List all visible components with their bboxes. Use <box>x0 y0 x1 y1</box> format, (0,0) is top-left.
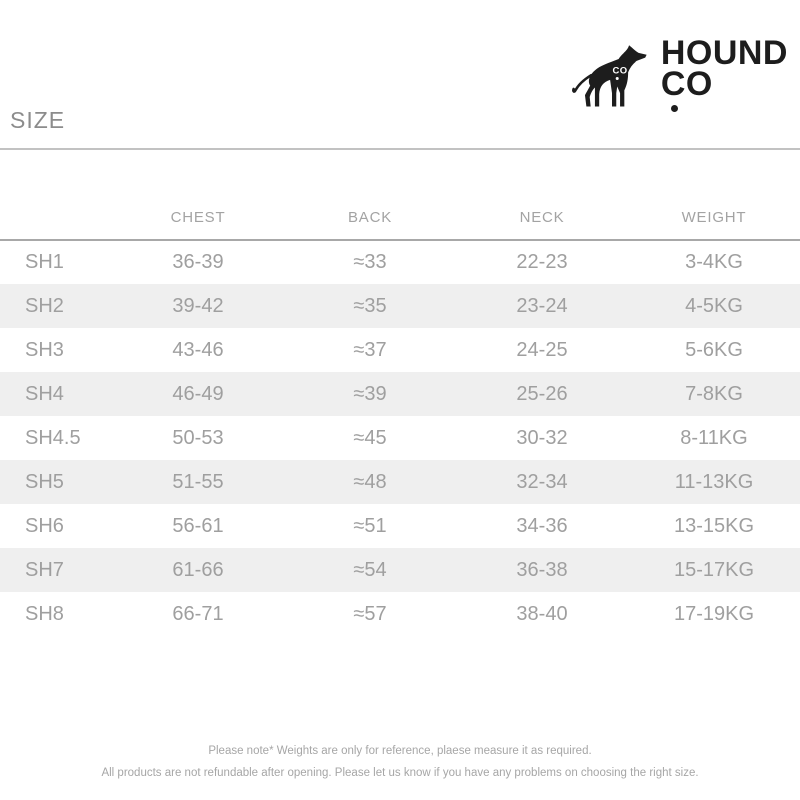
chest-cell: 43-46 <box>172 338 224 361</box>
size-label-cell: SH7 <box>25 558 64 581</box>
weight-cell: 4-5KG <box>685 294 743 317</box>
back-cell: ≈33 <box>353 251 387 273</box>
size-table: CHEST BACK NECK WEIGHT SH1 36-39 ≈33 22-… <box>0 195 800 636</box>
neck-cell: 25-26 <box>516 382 568 405</box>
table-row: SH1 36-39 ≈33 22-23 3-4KG <box>0 240 800 284</box>
table-row: SH2 39-42 ≈35 23-24 4-5KG <box>0 284 800 328</box>
back-cell: ≈57 <box>353 602 387 625</box>
chest-cell: 51-55 <box>172 470 224 493</box>
header-cell-empty <box>0 195 112 240</box>
size-label-cell: SH3 <box>25 338 64 361</box>
dog-icon: CO <box>571 45 647 107</box>
size-label-cell: SH4.5 <box>25 426 81 449</box>
back-cell: ≈54 <box>353 558 387 581</box>
brand-name-line1: HOUND <box>660 34 788 72</box>
weight-cell: 8-11KG <box>680 426 748 449</box>
chest-cell: 50-53 <box>172 426 224 449</box>
header-cell-back: BACK <box>347 208 393 226</box>
neck-cell: 32-34 <box>516 470 568 493</box>
weight-cell: 5-6KG <box>685 338 743 361</box>
weight-cell: 11-13KG <box>674 470 754 493</box>
brand-name-line2: CO <box>660 65 713 103</box>
table-row: SH7 61-66 ≈54 36-38 15-17KG <box>0 548 800 592</box>
header-cell-weight: WEIGHT <box>681 208 747 226</box>
size-label-cell: SH4 <box>25 382 64 405</box>
weight-cell: 3-4KG <box>685 251 743 273</box>
back-cell: ≈37 <box>353 338 387 361</box>
back-cell: ≈35 <box>353 294 387 317</box>
neck-cell: 36-38 <box>516 558 568 581</box>
weight-cell: 15-17KG <box>673 558 755 581</box>
back-cell: ≈39 <box>353 382 387 405</box>
chest-cell: 39-42 <box>172 294 224 317</box>
brand-wordmark: HOUND CO <box>660 34 788 112</box>
header-cell-chest: CHEST <box>170 208 226 226</box>
dog-mark-dot <box>615 76 619 80</box>
table-row: SH4.5 50-53 ≈45 30-32 8-11KG <box>0 416 800 460</box>
table-row: SH8 66-71 ≈57 38-40 17-19KG <box>0 592 800 636</box>
table-header-row: CHEST BACK NECK WEIGHT <box>0 195 800 240</box>
size-label-cell: SH2 <box>25 294 64 317</box>
size-label-cell: SH1 <box>25 251 64 273</box>
weight-cell: 17-19KG <box>673 602 755 625</box>
back-cell: ≈48 <box>353 470 387 493</box>
dog-mark-text: CO <box>612 65 627 76</box>
size-label-cell: SH8 <box>25 602 64 625</box>
back-cell: ≈51 <box>353 514 387 537</box>
size-label-cell: SH6 <box>25 514 64 537</box>
neck-cell: 22-23 <box>516 251 568 273</box>
back-cell: ≈45 <box>353 426 387 449</box>
weight-cell: 13-15KG <box>673 514 755 537</box>
neck-cell: 30-32 <box>516 426 568 449</box>
chest-cell: 56-61 <box>172 514 224 537</box>
footer-note-1: Please note* Weights are only for refere… <box>208 745 592 757</box>
title-divider <box>0 148 800 150</box>
neck-cell: 38-40 <box>516 602 568 625</box>
neck-cell: 23-24 <box>516 294 568 317</box>
chest-cell: 36-39 <box>172 251 224 273</box>
table-row: SH6 56-61 ≈51 34-36 13-15KG <box>0 504 800 548</box>
footer-note-2: All products are not refundable after op… <box>101 767 699 779</box>
table-row: SH4 46-49 ≈39 25-26 7-8KG <box>0 372 800 416</box>
table-row: SH3 43-46 ≈37 24-25 5-6KG <box>0 328 800 372</box>
weight-cell: 7-8KG <box>685 382 743 405</box>
brand-dot <box>670 105 678 112</box>
chest-cell: 46-49 <box>172 382 224 405</box>
page-title: SIZE <box>10 107 66 133</box>
chest-cell: 66-71 <box>172 602 224 625</box>
neck-cell: 34-36 <box>516 514 568 537</box>
table-row: SH5 51-55 ≈48 32-34 11-13KG <box>0 460 800 504</box>
chest-cell: 61-66 <box>172 558 224 581</box>
neck-cell: 24-25 <box>516 338 568 361</box>
header-cell-neck: NECK <box>519 208 565 226</box>
size-label-cell: SH5 <box>25 470 64 493</box>
footer-notes: Please note* Weights are only for refere… <box>0 740 800 784</box>
brand-logo: CO HOUND CO <box>568 34 788 115</box>
